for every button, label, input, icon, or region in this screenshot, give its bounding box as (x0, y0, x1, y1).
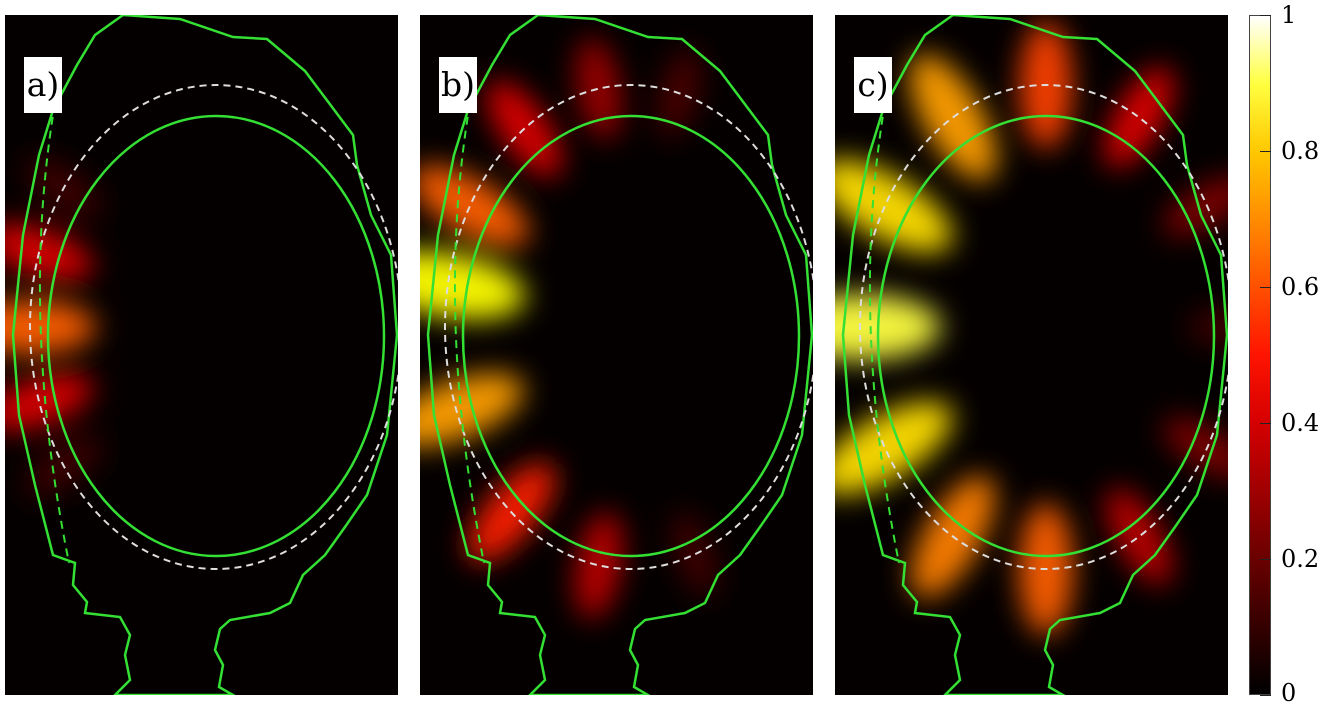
colorbar-tick (1260, 286, 1271, 288)
panel-label-a: a) (24, 57, 62, 113)
colorbar-tick (1260, 694, 1271, 696)
heatmap-panel-c: c) (835, 15, 1228, 695)
intensity-layer (835, 21, 1228, 636)
colorbar-tick-label: 0.8 (1281, 137, 1320, 165)
colorbar-tick-label: 0.6 (1281, 273, 1320, 301)
intensity-point-8 (671, 512, 718, 597)
colorbar-tick (1260, 150, 1271, 152)
heatmap-panel-a: a) (5, 15, 398, 695)
vessel-wall (11, 15, 398, 695)
intensity-point-7 (1104, 67, 1174, 168)
intensity-point-8 (1105, 488, 1173, 585)
intensity-point-5 (575, 37, 622, 140)
intensity-point-1 (835, 159, 953, 253)
colorbar-tick (1260, 422, 1271, 424)
separatrix-dashed (859, 84, 1228, 570)
panel-label-c: c) (854, 57, 892, 113)
core-boundary (876, 114, 1216, 558)
intensity-point-0 (420, 250, 526, 320)
separatrix-dashed (444, 84, 813, 570)
separatrix-dashed (29, 84, 398, 570)
panel-b-plot (420, 15, 813, 695)
intensity-point-1 (420, 165, 529, 247)
colorbar-tick-label: 1 (1281, 1, 1297, 29)
vessel-wall (426, 15, 813, 695)
limiter-dashed (453, 102, 485, 564)
limiter-dashed (868, 102, 900, 564)
colorbar-tick-label: 0.2 (1281, 545, 1320, 573)
intensity-point-2 (420, 373, 524, 447)
core-boundary (46, 114, 386, 558)
intensity-point-11 (1187, 308, 1228, 346)
intensity-point-0 (835, 294, 941, 360)
colorbar (1249, 15, 1271, 695)
colorbar-tick-label: 0 (1281, 679, 1297, 707)
limiter-dashed (38, 102, 70, 564)
core-boundary (461, 114, 801, 558)
panel-label-b: b) (439, 57, 477, 113)
heatmap-panel-b: b) (420, 15, 813, 695)
colorbar-tick-label: 0.4 (1281, 409, 1320, 437)
intensity-point-0 (5, 299, 97, 355)
intensity-point-2 (5, 373, 94, 430)
colorbar-tick (1260, 558, 1271, 560)
panel-c-plot (835, 15, 1228, 695)
intensity-point-6 (574, 511, 623, 619)
panel-a-plot (5, 15, 398, 695)
vessel-wall (841, 15, 1228, 695)
intensity-point-2 (835, 401, 953, 495)
colorbar-tick (1260, 14, 1271, 16)
